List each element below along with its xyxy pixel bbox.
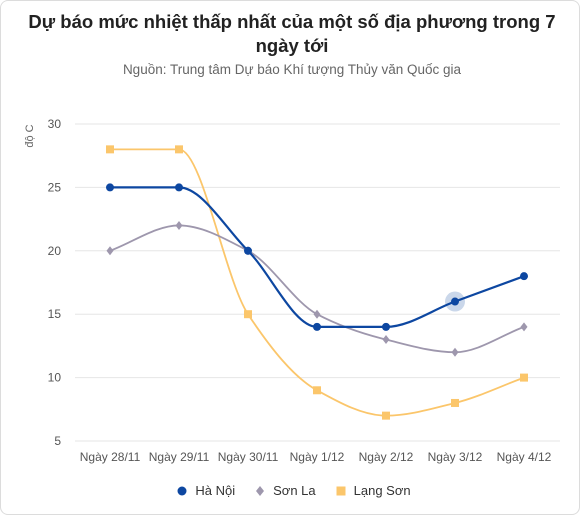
x-tick-label: Ngày 1/12: [290, 450, 345, 464]
x-tick-label: Ngày 28/11: [80, 450, 141, 464]
square-marker-icon: [336, 486, 346, 495]
x-tick-label: Ngày 29/11: [149, 450, 210, 464]
data-point[interactable]: [451, 297, 459, 306]
series-line: [110, 148, 525, 417]
data-point[interactable]: [244, 246, 252, 255]
data-point[interactable]: [451, 347, 459, 357]
data-point[interactable]: [520, 373, 528, 382]
data-point[interactable]: [175, 183, 183, 192]
y-tick-label: 25: [48, 180, 62, 194]
chart-subtitle: Nguồn: Trung tâm Dự báo Khí tượng Thủy v…: [122, 62, 462, 77]
y-tick-label: 20: [48, 244, 62, 258]
legend-label: Sơn La: [273, 483, 316, 498]
line-chart: 5 10 15 20 25 30 Ngày 28/11 Ngày 29/11 Ngày 30/…: [24, 117, 560, 464]
x-axis-ticks: Ngày 28/11 Ngày 29/11 Ngày 30/11 Ngày 1/12 N…: [80, 450, 552, 464]
y-axis-label: độ C: [24, 124, 36, 147]
series-lines: [109, 148, 525, 417]
data-point[interactable]: [382, 411, 390, 420]
data-point[interactable]: [520, 272, 528, 281]
data-point[interactable]: [520, 322, 528, 332]
y-tick-label: 5: [54, 434, 61, 448]
data-point[interactable]: [313, 386, 321, 395]
legend-item[interactable]: Hà Nội: [173, 483, 235, 498]
data-point[interactable]: [175, 220, 183, 230]
x-tick-label: Ngày 2/12: [359, 450, 414, 464]
legend-label: Lạng Sơn: [353, 483, 411, 498]
x-tick-label: Ngày 4/12: [497, 450, 552, 464]
series-markers: [106, 145, 528, 420]
chart-title: Dự báo mức nhiệt thấp nhất của một số đị…: [28, 11, 556, 56]
y-axis-ticks: 5 10 15 20 25 30: [48, 117, 62, 448]
legend-item[interactable]: Sơn La: [251, 483, 316, 498]
diamond-marker-icon: [256, 485, 265, 496]
legend-item[interactable]: Lạng Sơn: [332, 483, 411, 498]
legend-label: Hà Nội: [195, 483, 236, 498]
y-tick-label: 30: [48, 117, 62, 131]
data-point[interactable]: [106, 183, 114, 192]
data-point[interactable]: [382, 322, 390, 331]
x-tick-label: Ngày 30/11: [218, 450, 279, 464]
y-tick-label: 10: [48, 371, 62, 385]
data-point[interactable]: [451, 398, 459, 407]
y-tick-label: 15: [48, 307, 62, 321]
legend: Hà Nội Sơn La Lạng Sơn: [0, 483, 584, 500]
data-point[interactable]: [106, 145, 114, 154]
data-point[interactable]: [313, 309, 321, 319]
data-point[interactable]: [382, 335, 390, 345]
data-point[interactable]: [106, 246, 114, 256]
data-point[interactable]: [313, 322, 321, 331]
x-tick-label: Ngày 3/12: [428, 450, 483, 464]
series-line: [109, 224, 525, 354]
circle-marker-icon: [177, 486, 187, 495]
data-point[interactable]: [244, 310, 252, 319]
data-point[interactable]: [175, 145, 183, 154]
